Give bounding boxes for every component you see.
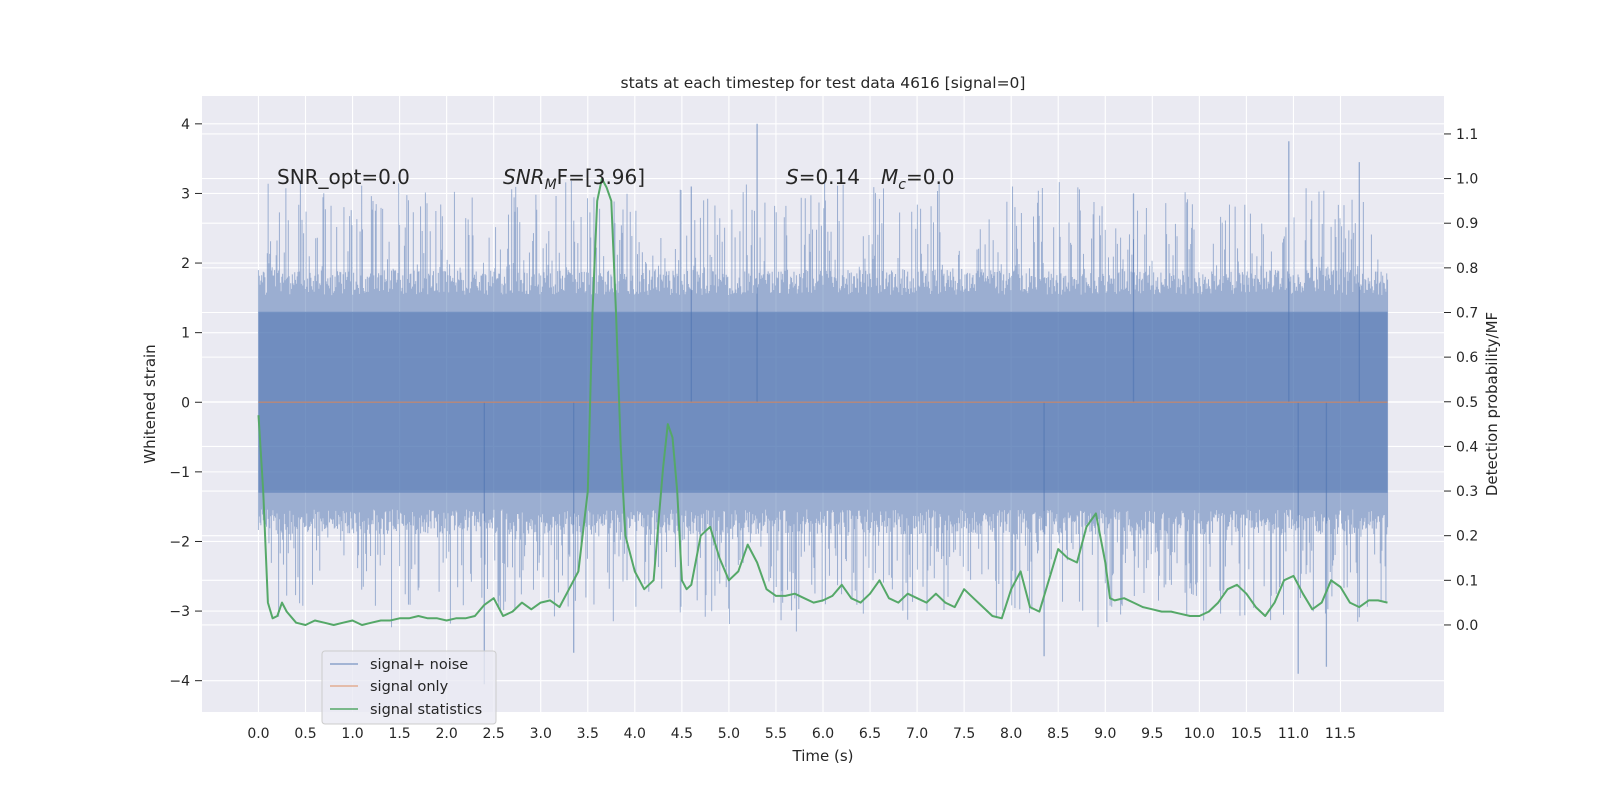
snr-mf-sub: M	[545, 177, 557, 193]
x-tick-label: 11.0	[1278, 726, 1309, 742]
y-tick-label-right: 0.0	[1456, 618, 1478, 634]
x-tick-label: 3.0	[530, 726, 552, 742]
mc-value: =0.0	[906, 165, 955, 189]
y-tick-label-left: −2	[169, 534, 190, 550]
x-ticks: 0.0 0.5 1.0 1.5 2.0 2.5 3.0 3.5 4.0 4.5 5.0 5.5 6.0 6…	[247, 726, 1356, 742]
y-ticks-right: 1.1 1.0 0.9 0.8 0.7 0.6 0.5 0.4 0.3 0.2 0.1 0.0	[1444, 127, 1478, 634]
x-tick-label: 4.0	[624, 726, 646, 742]
x-axis-label: Time (s)	[792, 747, 854, 765]
signal-statistics-line	[257, 177, 1388, 626]
y-tick-label-left: 3	[181, 186, 190, 202]
y-tick-label-left: −3	[169, 604, 190, 620]
y-tick-label-right: 0.5	[1456, 395, 1478, 411]
x-tick-label: 7.0	[906, 726, 928, 742]
annotation-mc: Mc=0.0	[881, 165, 955, 193]
annotation-snr-mf: SNRMF=[3.96]	[503, 165, 645, 193]
y-tick-label-right: 0.2	[1456, 529, 1478, 545]
x-tick-label: 5.5	[765, 726, 787, 742]
y-ticks-left: 4 3 2 1 0 −1 −2 −3 −4	[169, 117, 202, 690]
y-tick-label-right: 0.1	[1456, 573, 1478, 589]
x-tick-label: 2.0	[436, 726, 458, 742]
y-tick-label-right: 0.6	[1456, 350, 1478, 366]
y-axis-label-right: Detection probability/MF	[1483, 312, 1501, 496]
y-tick-label-left: 0	[181, 395, 190, 411]
y-tick-label-left: 4	[181, 117, 190, 133]
y-axis-label-left: Whitened strain	[141, 344, 159, 463]
legend-label-signal-statistics: signal statistics	[370, 702, 482, 718]
x-tick-label: 11.5	[1325, 726, 1356, 742]
x-tick-label: 8.5	[1047, 726, 1069, 742]
y-tick-label-right: 0.9	[1456, 216, 1478, 232]
noise-trace	[257, 180, 1389, 632]
y-tick-label-left: −1	[169, 465, 190, 481]
y-tick-label-right: 0.3	[1456, 484, 1478, 500]
y-tick-label-left: 2	[181, 256, 190, 272]
y-tick-label-right: 0.4	[1456, 439, 1478, 455]
snr-mf-suffix: F=[3.96]	[557, 165, 645, 189]
annotation-snr-opt: SNR_opt=0.0	[277, 165, 410, 189]
noise-spikes	[483, 123, 1360, 685]
x-tick-label: 3.5	[577, 726, 599, 742]
x-tick-label: 1.0	[341, 726, 363, 742]
x-tick-label: 9.5	[1141, 726, 1163, 742]
x-tick-label: 6.0	[812, 726, 834, 742]
y-tick-label-right: 0.7	[1456, 305, 1478, 321]
mc-sub: c	[898, 177, 906, 193]
x-tick-label: 10.0	[1184, 726, 1215, 742]
x-tick-label: 4.5	[671, 726, 693, 742]
y-tick-label-right: 1.0	[1456, 172, 1478, 188]
x-tick-label: 10.5	[1231, 726, 1262, 742]
y-tick-label-left: −4	[169, 674, 190, 690]
legend-box	[321, 650, 497, 725]
series-signal-statistics	[257, 177, 1388, 626]
y-tick-label-right: 1.1	[1456, 127, 1478, 143]
x-tick-label: 6.5	[859, 726, 881, 742]
y-tick-label-right: 0.8	[1456, 261, 1478, 277]
mc-var: M	[881, 165, 898, 189]
x-tick-label: 9.0	[1094, 726, 1116, 742]
s-var: S	[786, 165, 799, 189]
x-tick-label: 2.5	[483, 726, 505, 742]
y-tick-label-left: 1	[181, 326, 190, 342]
snr-mf-prefix: SNR	[503, 165, 545, 189]
legend-label-signal-only: signal only	[370, 679, 449, 695]
x-tick-label: 5.0	[718, 726, 740, 742]
x-tick-label: 0.0	[247, 726, 269, 742]
legend-label-signal-plus-noise: signal+ noise	[370, 657, 468, 673]
s-value: =0.14	[799, 165, 860, 189]
chart-title: stats at each timestep for test data 461…	[621, 74, 1026, 92]
x-tick-label: 8.0	[1000, 726, 1022, 742]
x-tick-label: 7.5	[953, 726, 975, 742]
x-tick-label: 1.5	[388, 726, 410, 742]
x-tick-label: 0.5	[294, 726, 316, 742]
legend: signal+ noise signal only signal statist…	[321, 650, 497, 725]
annotation-s: S=0.14	[786, 165, 860, 189]
